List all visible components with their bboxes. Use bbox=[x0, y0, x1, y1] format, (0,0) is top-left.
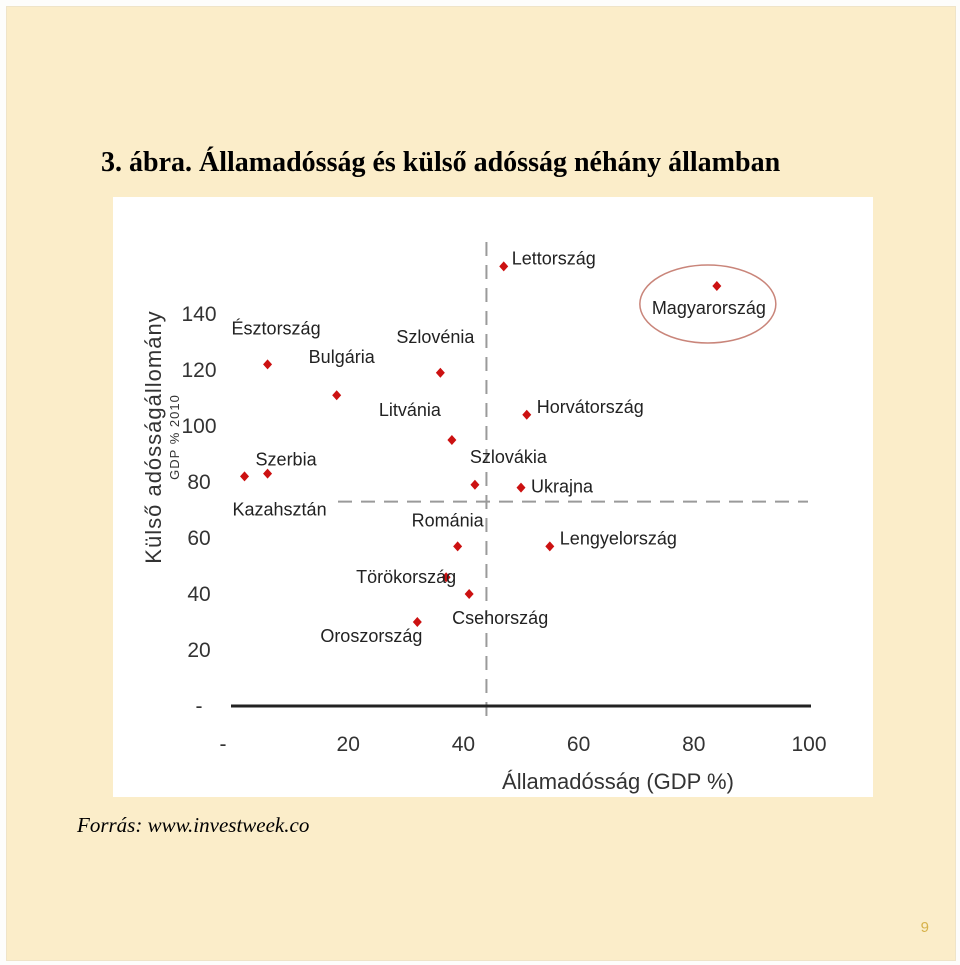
highlight-ellipse bbox=[639, 264, 777, 344]
y-tick-label: 60 bbox=[187, 527, 210, 550]
data-point bbox=[464, 589, 474, 599]
data-point bbox=[441, 572, 451, 583]
y-tick-label: 20 bbox=[187, 639, 210, 662]
point-label: Horvátország bbox=[537, 397, 644, 417]
point-label: Bulgária bbox=[309, 347, 376, 367]
data-point bbox=[332, 390, 342, 401]
data-point bbox=[412, 617, 422, 627]
y-tick-label: 140 bbox=[181, 303, 216, 326]
point-label: Oroszország bbox=[320, 626, 422, 646]
y-axis-subtitle: GDP % 2010 bbox=[167, 394, 182, 480]
point-label: Kazahsztán bbox=[233, 499, 327, 519]
point-label: Törökország bbox=[356, 567, 456, 587]
y-tick-label: 40 bbox=[187, 583, 210, 606]
x-tick-label: 40 bbox=[452, 733, 475, 756]
point-label: Szlovákia bbox=[470, 447, 548, 467]
slide-title: 3. ábra. Államadósság és külső adósság n… bbox=[101, 147, 781, 178]
scatter-chart-svg: - 20 40 60 80 100 - 20 40 60 80 100 120 140 Lettorszá… bbox=[141, 242, 827, 794]
data-point bbox=[447, 435, 457, 445]
x-tick-label: 60 bbox=[567, 733, 590, 756]
page-number: 9 bbox=[920, 919, 929, 936]
source-note: Forrás: www.investweek.co bbox=[77, 813, 310, 837]
data-point bbox=[263, 359, 273, 370]
data-point bbox=[545, 541, 555, 552]
y-tick-label: - bbox=[196, 695, 203, 718]
x-tick-label: 80 bbox=[682, 733, 705, 756]
data-point bbox=[499, 261, 509, 272]
x-axis-title: Államadósság (GDP %) bbox=[502, 769, 734, 794]
data-point bbox=[240, 471, 250, 482]
data-point bbox=[712, 281, 722, 291]
point-label: Lengyelország bbox=[560, 528, 677, 548]
scatter-chart: - 20 40 60 80 100 - 20 40 60 80 100 120 140 Lettorszá… bbox=[113, 197, 873, 797]
x-tick-label: 100 bbox=[791, 733, 826, 756]
y-axis-title: Külső adósságállomány bbox=[141, 310, 166, 563]
x-tick-label: - bbox=[220, 733, 227, 756]
point-label: Litvánia bbox=[379, 400, 442, 420]
point-label: Észtország bbox=[232, 318, 321, 338]
data-point bbox=[516, 482, 526, 493]
data-point bbox=[522, 409, 532, 420]
point-label: Csehország bbox=[452, 608, 548, 628]
slide: 3. ábra. Államadósság és külső adósság n… bbox=[6, 6, 956, 961]
point-label: Lettország bbox=[512, 248, 596, 268]
x-tick-label: 20 bbox=[337, 733, 360, 756]
point-label: Szlovénia bbox=[396, 327, 475, 347]
data-point bbox=[263, 468, 273, 479]
data-point bbox=[435, 367, 445, 378]
y-tick-label: 120 bbox=[181, 359, 216, 382]
point-label: Magyarország bbox=[652, 298, 766, 318]
data-point bbox=[453, 541, 463, 552]
point-label: Ukrajna bbox=[531, 477, 594, 497]
y-tick-label: 100 bbox=[181, 415, 216, 438]
point-label: Szerbia bbox=[256, 450, 318, 470]
y-tick-label: 80 bbox=[187, 471, 210, 494]
point-label: Románia bbox=[412, 510, 485, 530]
data-point bbox=[470, 479, 480, 490]
